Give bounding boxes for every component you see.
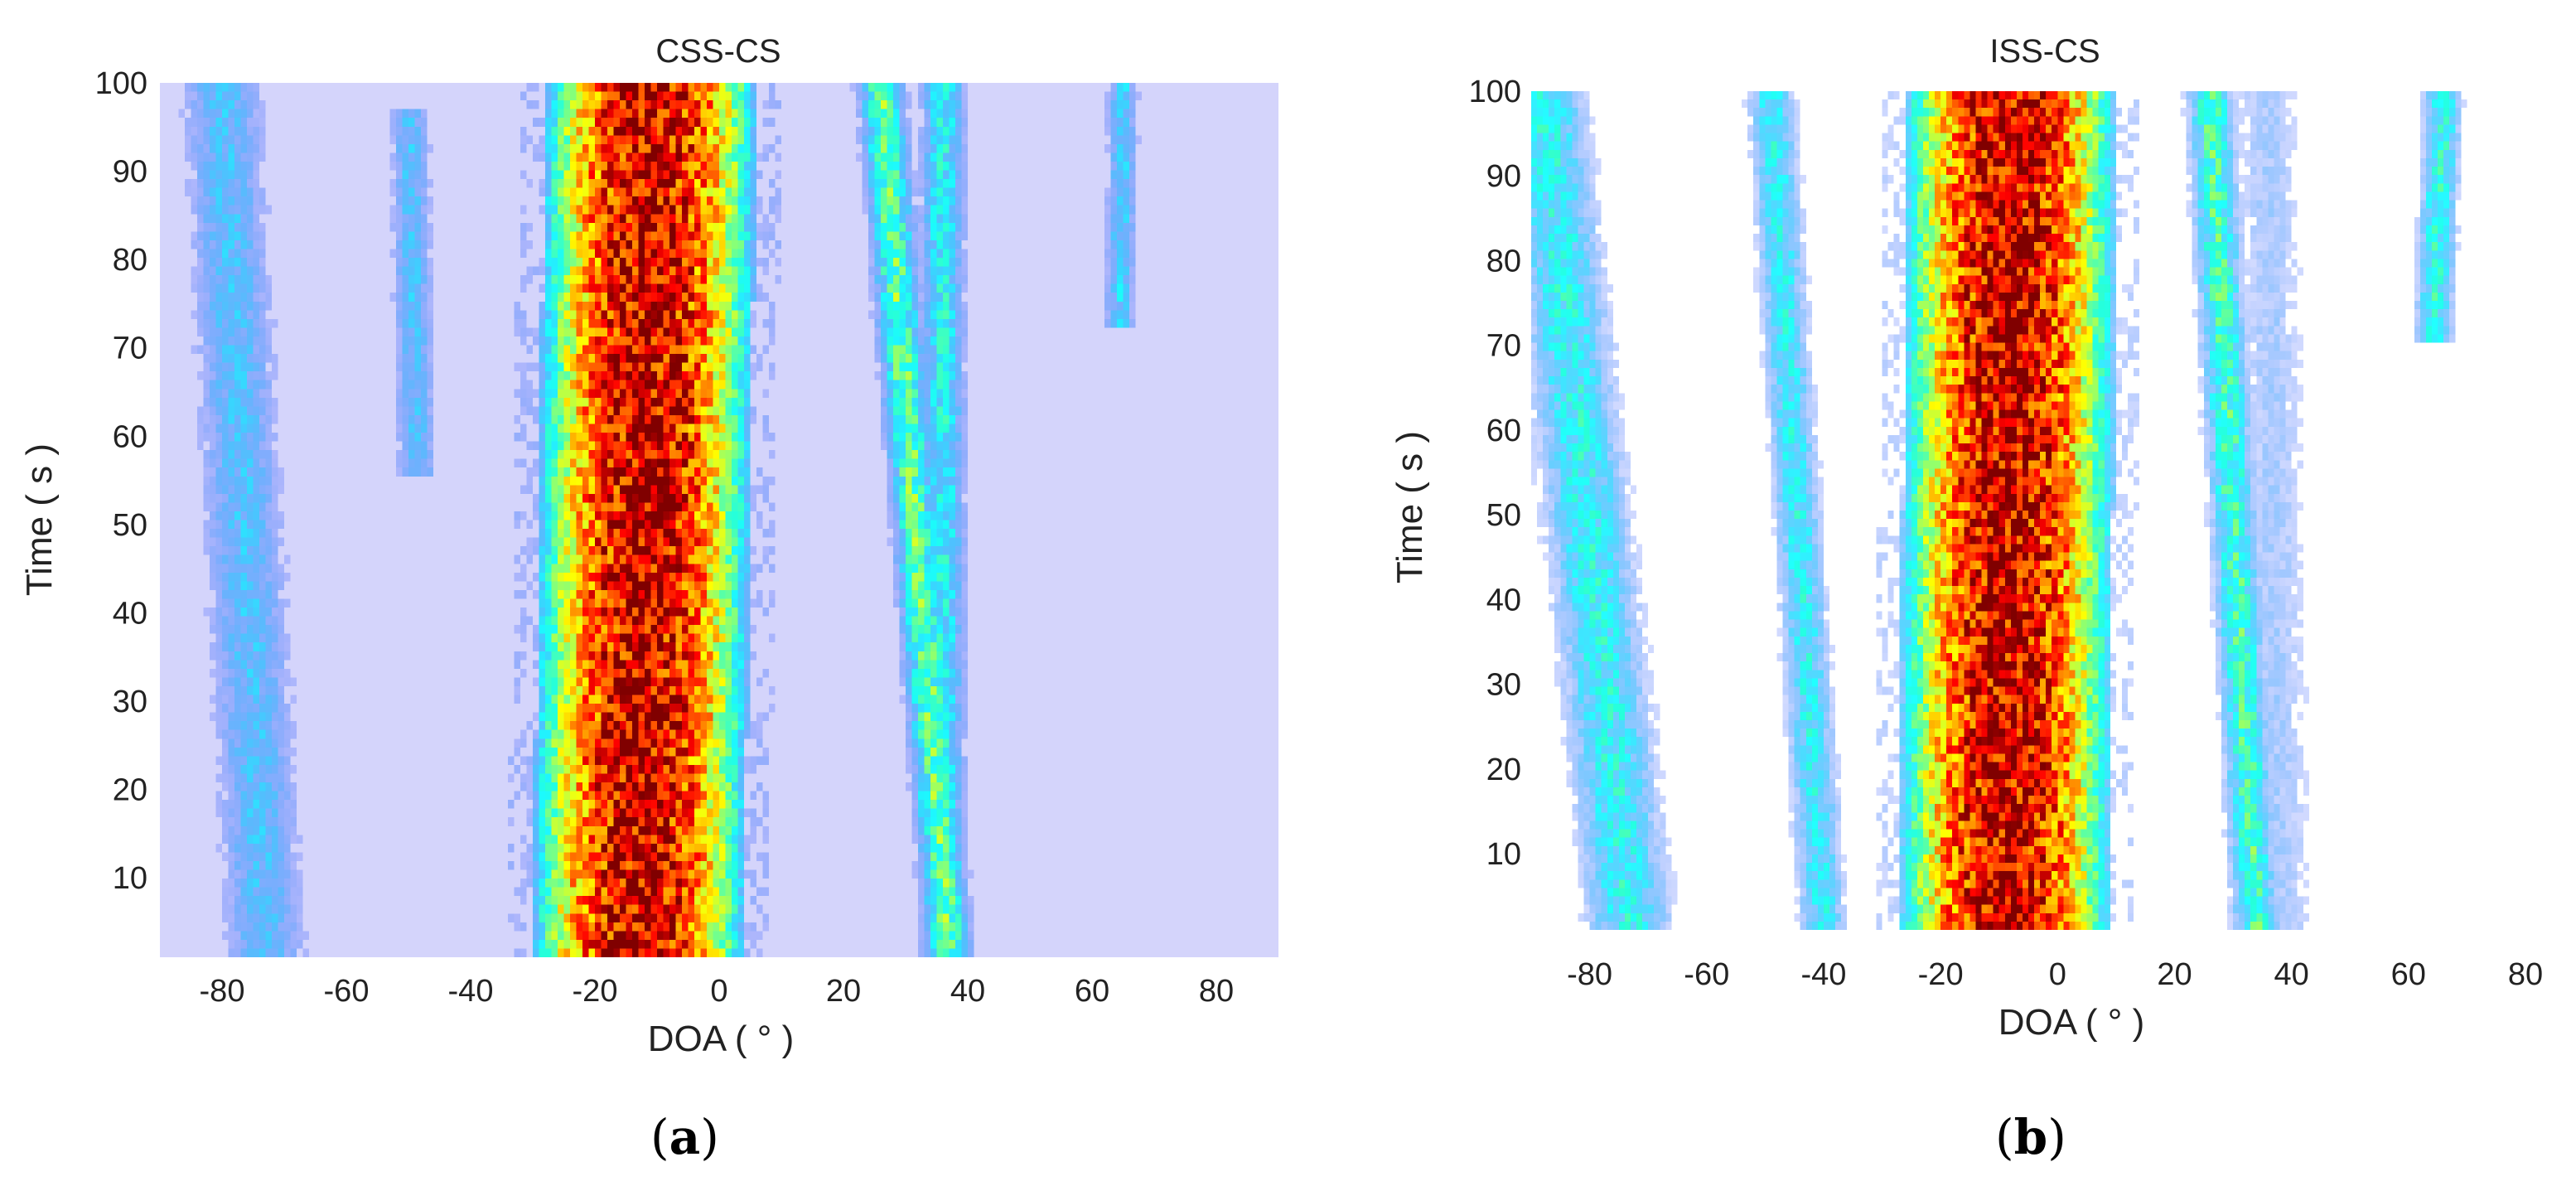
y-tick-label: 60 bbox=[113, 419, 147, 454]
x-axis-ticks-a: -80 -60 -40 -20 0 20 40 60 80 bbox=[200, 974, 1235, 1009]
x-tick-label: 40 bbox=[950, 974, 985, 1009]
heatmap-image-a bbox=[160, 83, 1278, 957]
x-axis-label-a: DOA ( ° ) bbox=[648, 1019, 795, 1059]
y-tick-label: 20 bbox=[113, 773, 147, 808]
panel-a: CSS-CS 10 20 30 40 50 60 70 80 90 100 -80 -60 -40 -2… bbox=[19, 33, 1278, 1165]
caption-letter-b: b bbox=[2014, 1109, 2048, 1165]
x-tick-label: -40 bbox=[448, 974, 494, 1009]
x-tick-label: 80 bbox=[1199, 974, 1234, 1009]
x-tick-label: 60 bbox=[1075, 974, 1109, 1009]
x-tick-label: 0 bbox=[710, 974, 727, 1009]
x-tick-label: 20 bbox=[2157, 957, 2192, 992]
y-tick-label: 90 bbox=[113, 155, 147, 190]
x-tick-label: 0 bbox=[2049, 957, 2066, 992]
y-tick-label: 20 bbox=[1486, 753, 1521, 787]
y-axis-ticks-a: 10 20 30 40 50 60 70 80 90 100 bbox=[95, 66, 147, 896]
y-tick-label: 10 bbox=[113, 861, 147, 896]
y-tick-label: 40 bbox=[113, 596, 147, 631]
x-tick-label: 20 bbox=[826, 974, 861, 1009]
y-axis-ticks-b: 10 20 30 40 50 60 70 80 90 100 bbox=[1469, 75, 1521, 872]
y-tick-label: 80 bbox=[1486, 244, 1521, 278]
y-tick-label: 70 bbox=[113, 332, 147, 366]
x-tick-label: -60 bbox=[1684, 957, 1729, 992]
y-tick-label: 30 bbox=[113, 685, 147, 719]
y-tick-label: 70 bbox=[1486, 329, 1521, 364]
y-tick-label: 10 bbox=[1486, 837, 1521, 872]
x-axis-label-b: DOA ( ° ) bbox=[1998, 1002, 2145, 1043]
plot-area-b bbox=[1531, 91, 2525, 930]
y-tick-label: 30 bbox=[1486, 668, 1521, 703]
y-axis-label-b: Time ( s ) bbox=[1389, 431, 1430, 583]
y-tick-label: 80 bbox=[113, 243, 147, 278]
plot-area-a bbox=[160, 83, 1278, 957]
y-tick-label: 40 bbox=[1486, 583, 1521, 617]
y-tick-label: 100 bbox=[1469, 75, 1521, 109]
y-tick-label: 90 bbox=[1486, 159, 1521, 194]
y-tick-label: 60 bbox=[1486, 414, 1521, 448]
panel-b: ISS-CS 10 20 30 40 50 60 70 80 90 100 -80 -60 -40 -2… bbox=[1389, 33, 2543, 1165]
x-axis-ticks-b: -80 -60 -40 -20 0 20 40 60 80 bbox=[1567, 957, 2543, 992]
y-axis-label-a: Time ( s ) bbox=[19, 443, 60, 596]
x-tick-label: -20 bbox=[573, 974, 618, 1009]
chart-title-a: CSS-CS bbox=[655, 33, 781, 70]
caption-letter-a: a bbox=[669, 1109, 701, 1165]
x-tick-label: -40 bbox=[1800, 957, 1846, 992]
x-tick-label: 60 bbox=[2391, 957, 2426, 992]
y-tick-label: 50 bbox=[1486, 498, 1521, 533]
x-tick-label: -80 bbox=[1567, 957, 1612, 992]
caption-b: (b) bbox=[1995, 1109, 2066, 1165]
heatmap-image-b bbox=[1531, 91, 2525, 930]
x-tick-label: -60 bbox=[324, 974, 370, 1009]
y-tick-label: 50 bbox=[113, 508, 147, 543]
x-tick-label: -20 bbox=[1918, 957, 1964, 992]
x-tick-label: 40 bbox=[2274, 957, 2309, 992]
x-tick-label: 80 bbox=[2508, 957, 2543, 992]
y-tick-label: 100 bbox=[95, 66, 147, 101]
x-tick-label: -80 bbox=[200, 974, 245, 1009]
chart-title-b: ISS-CS bbox=[1989, 33, 2100, 70]
caption-a: (a) bbox=[650, 1109, 719, 1165]
